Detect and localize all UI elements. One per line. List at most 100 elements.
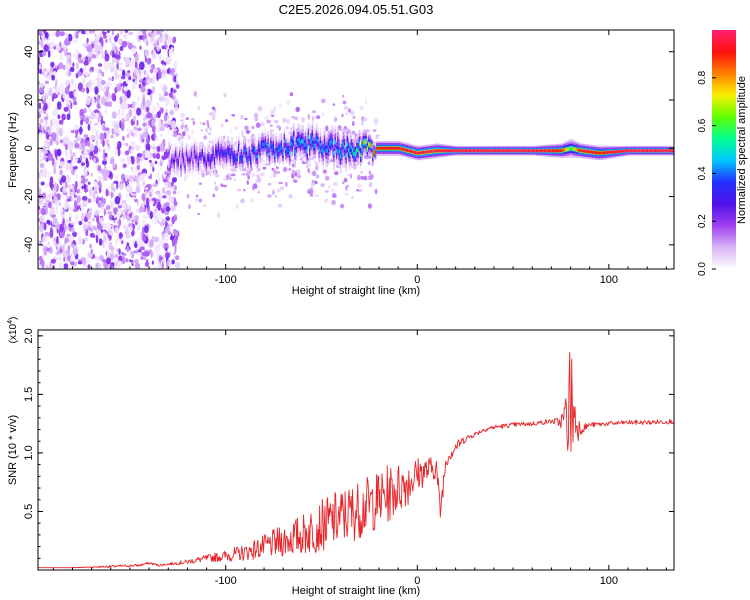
heatmap-cell (482, 149, 484, 153)
heatmap-cell (77, 236, 82, 245)
heatmap-cell (158, 103, 161, 111)
heatmap-cell (120, 158, 126, 163)
heatmap-cell (137, 222, 140, 231)
heatmap-cell (145, 149, 150, 159)
heatmap-cell (175, 84, 180, 89)
heatmap-cell (84, 71, 90, 77)
heatmap-cell (111, 92, 116, 102)
heatmap-cell (184, 126, 190, 133)
heatmap-cell (236, 188, 241, 192)
heatmap-cell (114, 147, 118, 157)
spectrogram-ticks: -100 0 100 -40 -20 0 20 40 (23, 30, 674, 286)
heatmap-cell (85, 30, 90, 36)
heatmap-cell (275, 170, 281, 175)
heatmap-cell (57, 114, 61, 120)
heatmap-cell (144, 48, 149, 58)
heatmap-cell (508, 149, 511, 153)
heatmap-cell (116, 112, 121, 116)
heatmap-cell (114, 70, 118, 80)
heatmap-cell (86, 54, 92, 57)
heatmap-cell (138, 73, 142, 80)
y-tick-label: 1.5 (23, 387, 35, 402)
heatmap-cell (491, 149, 493, 153)
heatmap-cell (251, 185, 255, 189)
heatmap-cell (227, 148, 229, 153)
heatmap-cell (150, 93, 153, 102)
heatmap-cell (264, 141, 267, 146)
heatmap-cell (275, 165, 279, 170)
heatmap-cell (535, 149, 538, 153)
heatmap-cell (86, 212, 92, 220)
heatmap-cell (557, 149, 559, 153)
heatmap-cell (176, 128, 180, 132)
heatmap-cell (288, 194, 293, 199)
heatmap-cell (90, 134, 96, 141)
heatmap-cell (311, 136, 314, 141)
heatmap-cell (65, 71, 68, 77)
heatmap-cell (143, 251, 149, 257)
heatmap-cell (393, 146, 396, 150)
heatmap-cell (141, 233, 147, 242)
heatmap-cell (290, 115, 295, 119)
heatmap-cell (77, 261, 82, 265)
heatmap-cell (139, 61, 145, 70)
heatmap-cell (61, 244, 65, 250)
heatmap-cell (78, 220, 83, 226)
heatmap-cell (244, 117, 248, 121)
heatmap-cell (59, 224, 64, 232)
heatmap-cell (172, 158, 174, 163)
heatmap-cell (206, 119, 209, 126)
heatmap-cell (656, 149, 658, 153)
heatmap-cell (87, 123, 91, 131)
heatmap-cell (119, 45, 124, 52)
heatmap-cell (157, 201, 162, 211)
heatmap-cell (368, 170, 371, 175)
heatmap-cell (212, 110, 217, 116)
heatmap-cell (102, 126, 107, 132)
heatmap-cell (138, 35, 144, 40)
heatmap-cell (145, 88, 148, 94)
heatmap-cell (255, 122, 261, 128)
heatmap-cell (288, 131, 291, 135)
heatmap-cell (618, 150, 621, 153)
heatmap-cell (377, 146, 380, 150)
heatmap-cell (112, 163, 116, 169)
heatmap-cell (43, 150, 49, 154)
heatmap-cell (273, 119, 279, 124)
heatmap-cell (381, 146, 384, 150)
heatmap-cell (83, 149, 88, 158)
heatmap-cell (115, 174, 118, 181)
heatmap-cell (620, 149, 622, 153)
heatmap-cell (100, 139, 103, 144)
heatmap-cell (45, 118, 48, 127)
heatmap-cell (149, 159, 152, 163)
heatmap-cell (549, 149, 551, 153)
heatmap-cell (83, 134, 88, 138)
heatmap-cell (311, 180, 316, 184)
heatmap-cell (441, 149, 444, 153)
heatmap-cell (541, 149, 543, 153)
heatmap-cell (322, 169, 327, 174)
heatmap-cell (146, 57, 152, 65)
heatmap-cell (545, 149, 547, 153)
heatmap-cell (264, 115, 270, 121)
heatmap-cell (547, 149, 550, 153)
heatmap-cell (95, 50, 99, 59)
heatmap-cell (559, 149, 562, 153)
heatmap-cell (38, 209, 42, 215)
heatmap-cell (164, 220, 168, 228)
heatmap-cell (164, 91, 169, 97)
heatmap-cell (148, 152, 154, 157)
heatmap-cell (38, 264, 43, 269)
heatmap-cell (161, 68, 167, 75)
heatmap-cell (236, 155, 239, 160)
heatmap-cell (173, 131, 178, 138)
spectrogram-y-axis-label: Frequency (Hz) (7, 112, 19, 188)
heatmap-cell (143, 79, 146, 87)
heatmap-cell (90, 248, 94, 254)
heatmap-cell (551, 149, 554, 153)
heatmap-cell (87, 198, 92, 203)
heatmap-cell (138, 83, 142, 89)
heatmap-cell (46, 244, 51, 249)
heatmap-cell (146, 113, 151, 117)
